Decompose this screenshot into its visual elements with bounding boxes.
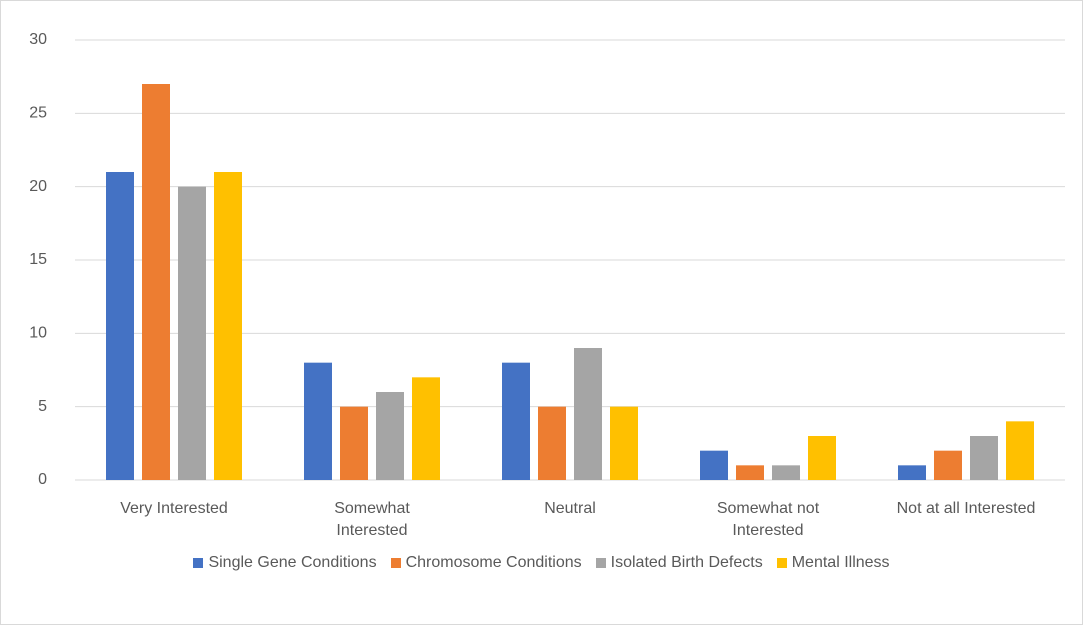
y-tick-label: 20 bbox=[29, 178, 47, 195]
legend: Single Gene Conditions Chromosome Conditi… bbox=[0, 554, 1083, 572]
bar bbox=[106, 172, 134, 480]
bar bbox=[772, 465, 800, 480]
bar bbox=[538, 406, 566, 480]
bar bbox=[376, 392, 404, 480]
bar bbox=[178, 186, 206, 480]
bar bbox=[700, 450, 728, 480]
x-tick-label: Somewhat Interested bbox=[334, 500, 410, 539]
legend-label: Single Gene Conditions bbox=[208, 554, 377, 571]
x-tick-label: Very Interested bbox=[120, 500, 228, 517]
bar bbox=[934, 450, 962, 480]
bar bbox=[502, 362, 530, 480]
bar bbox=[610, 406, 638, 480]
x-tick-label: Somewhat not Interested bbox=[716, 500, 820, 539]
legend-label: Chromosome Conditions bbox=[405, 554, 582, 571]
y-tick-label: 30 bbox=[29, 31, 47, 48]
y-tick-label: 15 bbox=[29, 251, 47, 268]
legend-item: Single Gene Conditions bbox=[193, 554, 377, 572]
y-tick-label: 0 bbox=[38, 471, 47, 488]
bar bbox=[574, 348, 602, 480]
bar bbox=[970, 436, 998, 480]
x-tick-label: Not at all Interested bbox=[896, 500, 1036, 517]
bar bbox=[214, 172, 242, 480]
legend-swatch bbox=[595, 558, 606, 568]
legend-item: Isolated Birth Defects bbox=[595, 554, 763, 572]
legend-swatch bbox=[390, 558, 401, 568]
x-tick-label: Neutral bbox=[544, 500, 596, 517]
bar bbox=[1006, 421, 1034, 480]
y-tick-label: 5 bbox=[38, 398, 47, 415]
bar bbox=[736, 465, 764, 480]
bar bbox=[808, 436, 836, 480]
y-tick-label: 10 bbox=[29, 325, 47, 342]
bar bbox=[304, 362, 332, 480]
bar bbox=[142, 84, 170, 480]
bar bbox=[898, 465, 926, 480]
bar bbox=[340, 406, 368, 480]
legend-item: Mental Illness bbox=[776, 554, 890, 572]
legend-label: Isolated Birth Defects bbox=[610, 554, 763, 571]
legend-swatch bbox=[776, 558, 787, 568]
legend-item: Chromosome Conditions bbox=[390, 554, 582, 572]
legend-label: Mental Illness bbox=[791, 554, 890, 571]
legend-swatch bbox=[193, 558, 204, 568]
y-tick-label: 25 bbox=[29, 105, 47, 122]
bar bbox=[412, 377, 440, 480]
